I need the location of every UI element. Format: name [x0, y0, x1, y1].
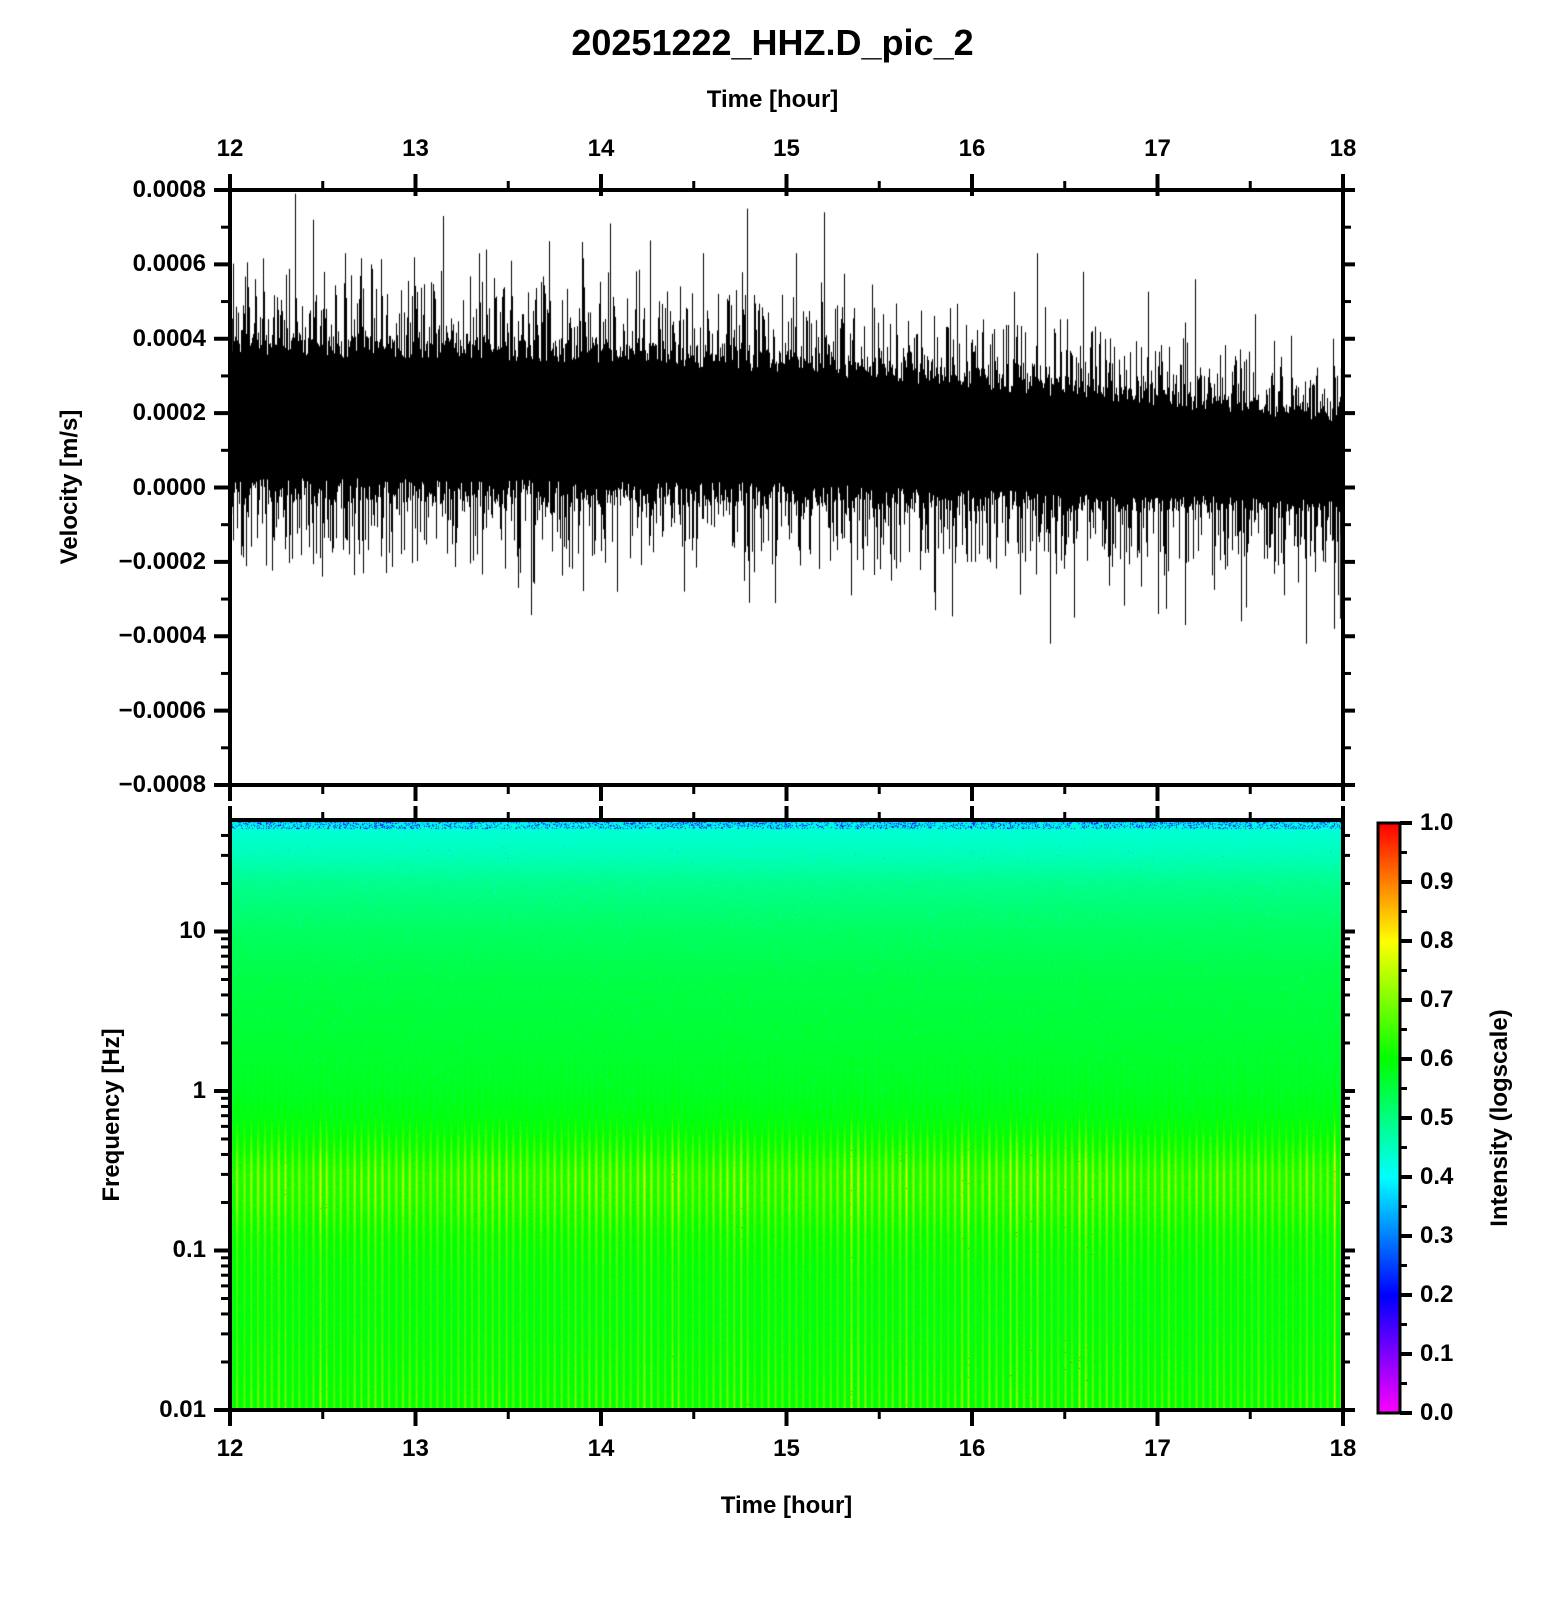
colorbar-tick-label: 0.1	[1420, 1340, 1454, 1367]
colorbar-label: Intensity (logscale)	[1486, 1009, 1513, 1227]
bottom-x-tick-label: 13	[402, 1435, 429, 1462]
spectrogram-y-tick-label: 10	[179, 917, 206, 945]
waveform-y-tick-label: −0.0008	[118, 771, 206, 798]
spectrogram-y-tick-label: 0.1	[172, 1236, 206, 1264]
waveform-y-tick-label: −0.0006	[118, 696, 206, 724]
waveform-canvas	[230, 190, 1343, 785]
waveform-y-tick-label: 0.0008	[132, 176, 206, 203]
top-x-axis-label: Time [hour]	[706, 86, 839, 113]
bottom-x-tick-label: 14	[587, 1435, 615, 1462]
top-x-tick-label: 15	[773, 135, 800, 162]
top-x-tick-label: 14	[587, 135, 615, 162]
waveform-y-tick-label: −0.0004	[118, 622, 206, 650]
bottom-x-tick-label: 15	[773, 1435, 800, 1462]
bottom-x-tick-label: 16	[958, 1435, 986, 1462]
top-x-tick-label: 13	[402, 135, 429, 162]
waveform-y-tick-label: 0.0002	[132, 399, 206, 427]
colorbar-tick-label: 0.2	[1420, 1281, 1454, 1308]
waveform-y-tick-label: −0.0002	[118, 547, 206, 575]
top-x-tick-label: 17	[1144, 135, 1171, 162]
top-x-tick-label: 18	[1329, 135, 1357, 162]
bottom-x-tick-label: 18	[1329, 1435, 1357, 1462]
spectrogram-canvas	[230, 820, 1343, 1410]
bottom-x-tick-label: 17	[1144, 1435, 1171, 1462]
waveform-y-tick-label: 0.0006	[132, 250, 206, 278]
spectrogram-y-axis-label: Frequency [Hz]	[98, 1028, 125, 1202]
colorbar-tick-label: 0.0	[1420, 1399, 1454, 1426]
bottom-x-tick-label: 12	[216, 1435, 244, 1462]
colorbar-tick-label: 0.7	[1420, 986, 1454, 1013]
colorbar-gradient	[1378, 823, 1400, 1413]
colorbar-tick-label: 0.6	[1420, 1045, 1454, 1072]
waveform-y-tick-label: 0.0000	[132, 473, 206, 501]
top-x-tick-label: 16	[958, 135, 986, 162]
colorbar-tick-label: 0.9	[1420, 868, 1454, 895]
colorbar-tick-label: 1.0	[1420, 809, 1454, 836]
top-x-tick-label: 12	[216, 135, 244, 162]
colorbar-tick-label: 0.5	[1420, 1104, 1454, 1131]
colorbar-tick-label: 0.3	[1420, 1222, 1454, 1249]
figure-title: 20251222_HHZ.D_pic_2	[571, 22, 974, 63]
spectrogram-y-tick-label: 0.01	[159, 1396, 206, 1423]
colorbar-tick-label: 0.8	[1420, 927, 1454, 954]
colorbar-tick-label: 0.4	[1420, 1163, 1454, 1190]
bottom-x-axis-label: Time [hour]	[720, 1492, 853, 1519]
spectrogram-y-tick-label: 1	[192, 1076, 206, 1104]
waveform-y-tick-label: 0.0004	[132, 324, 206, 352]
